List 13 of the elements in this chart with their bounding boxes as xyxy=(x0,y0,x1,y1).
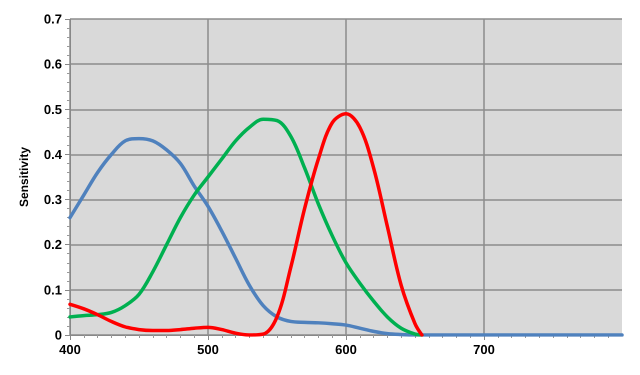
x-tick-label: 400 xyxy=(59,342,81,357)
y-tick-label: 0.6 xyxy=(44,56,62,72)
x-tick-label: 500 xyxy=(197,342,219,357)
y-tick-label: 0.7 xyxy=(44,12,62,26)
x-tick-label: 700 xyxy=(473,342,495,357)
y-tick-label: 0.4 xyxy=(44,146,63,162)
y-tick-label: 0.5 xyxy=(44,102,62,117)
y-tick-label: 0.2 xyxy=(44,237,62,252)
y-tick-label: 0.1 xyxy=(44,282,62,298)
y-axis-title: Sensitivity xyxy=(17,146,31,208)
y-tick-label: 0 xyxy=(54,328,62,342)
x-tick-label: 600 xyxy=(335,342,357,357)
y-tick-label: 0.3 xyxy=(44,192,62,208)
